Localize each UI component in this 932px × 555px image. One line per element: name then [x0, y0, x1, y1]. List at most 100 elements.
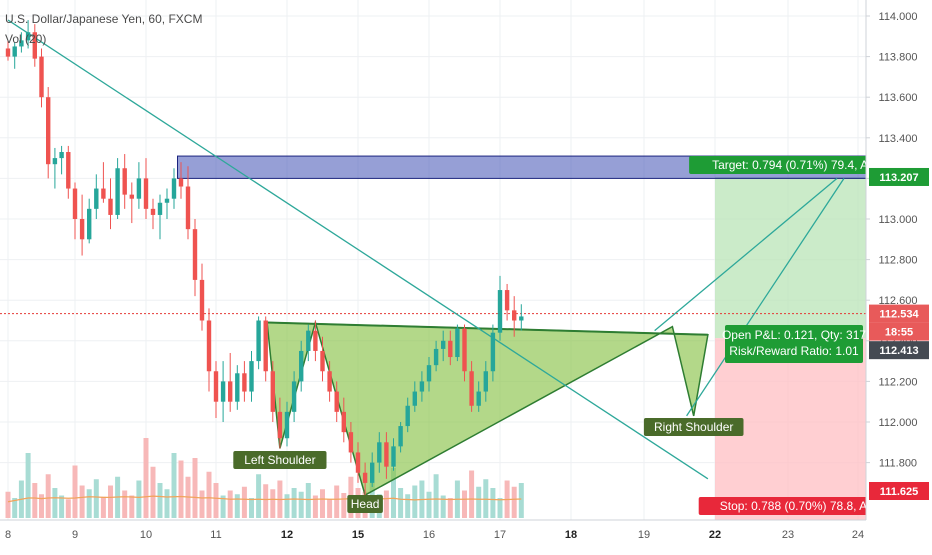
candle-body: [66, 152, 70, 189]
time-tick-label: 9: [72, 529, 78, 541]
entry-price-label-text: 112.413: [879, 345, 918, 357]
candle-body: [73, 189, 77, 219]
volume-bar: [165, 489, 170, 518]
candle-body: [186, 187, 190, 230]
candle-body: [235, 373, 239, 401]
volume-bar: [122, 491, 127, 519]
volume-bar: [80, 486, 85, 519]
volume-bar: [52, 488, 57, 518]
candle-body: [87, 209, 91, 239]
candle-body: [53, 158, 57, 164]
volume-bar: [6, 492, 11, 518]
volume-bar: [94, 479, 99, 518]
volume-bar: [151, 467, 156, 518]
symbol-title: U.S. Dollar/Japanese Yen, 60, FXCM: [5, 12, 202, 26]
candle-body: [370, 463, 374, 483]
candle-body: [13, 46, 17, 56]
volume-bar: [73, 466, 78, 519]
volume-bar: [200, 491, 205, 519]
price-tick-label: 113.000: [879, 214, 918, 226]
candle-body: [398, 426, 402, 446]
volume-bar: [306, 483, 311, 518]
candle-body: [484, 371, 488, 391]
head-and-shoulders-pattern[interactable]: [267, 323, 708, 496]
volume-bar: [476, 487, 481, 518]
stop-price-label-text: 111.625: [880, 486, 919, 498]
right-shoulder-label: Right Shoulder: [644, 418, 744, 436]
candle-body: [271, 371, 275, 412]
volume-bar: [235, 494, 240, 518]
candle-body: [137, 178, 141, 198]
volume-bar: [320, 489, 325, 518]
time-tick-label: 8: [5, 529, 11, 541]
candle-body: [151, 209, 155, 215]
candle-body: [242, 373, 246, 391]
candle-body: [320, 351, 324, 371]
volume-bar: [108, 486, 113, 519]
volume-bar: [263, 484, 268, 518]
candle-body: [80, 219, 84, 239]
candle-body: [165, 199, 169, 203]
candle-body: [469, 371, 473, 406]
candle-body: [123, 168, 127, 194]
candle-body: [256, 321, 260, 362]
candle-body: [94, 189, 98, 209]
time-tick-label: 18: [565, 529, 577, 541]
time-tick-label: 16: [423, 529, 435, 541]
entry-price-label: 112.413: [869, 341, 929, 359]
candle-body: [278, 412, 282, 438]
candle-body: [158, 203, 162, 215]
time-tick-label: 15: [352, 529, 364, 541]
volume-bar: [228, 491, 233, 519]
volume-bar: [398, 488, 403, 518]
head-label-text: Head: [351, 497, 380, 511]
volume-bar: [519, 483, 524, 518]
volume-bar: [214, 483, 219, 518]
volume-bar: [270, 489, 275, 518]
pnl-text: Open P&L: 0.121, Qty: 317: [722, 328, 866, 342]
current-price-label-text: 112.534: [879, 309, 919, 321]
candle-body: [335, 392, 339, 412]
candle-body: [108, 199, 112, 215]
candle-body: [285, 412, 289, 438]
volume-bar: [207, 472, 212, 518]
candle-body: [498, 290, 502, 333]
candle-body: [434, 349, 438, 365]
right-shoulder-label-text: Right Shoulder: [654, 420, 733, 434]
pattern-fill[interactable]: [267, 323, 708, 496]
volume-bar: [59, 496, 64, 519]
candle-body: [349, 432, 353, 452]
volume-bar: [292, 488, 297, 518]
candle-body: [342, 412, 346, 432]
time-tick-label: 19: [638, 529, 650, 541]
left-shoulder-label: Left Shoulder: [233, 451, 326, 469]
volume-indicator-label: Vol (20): [5, 32, 46, 46]
volume-bar: [448, 498, 453, 518]
volume-bar: [136, 481, 141, 519]
candle-body: [144, 178, 148, 208]
candle-body: [115, 168, 119, 215]
volume-bar: [483, 479, 488, 518]
target-price-label-text: 113.207: [879, 172, 918, 184]
volume-bar: [256, 474, 261, 518]
time-tick-label: 23: [782, 529, 794, 541]
price-tick-label: 111.800: [879, 458, 917, 470]
candle-body: [363, 473, 367, 483]
candle-body: [327, 371, 331, 391]
candle-body: [193, 229, 197, 280]
candle-body: [356, 452, 360, 472]
time-tick-label: 12: [281, 529, 293, 541]
candle-body: [519, 316, 523, 320]
candle-body: [413, 392, 417, 406]
candle-body: [377, 442, 381, 462]
volume-bar: [469, 471, 474, 519]
candle-body: [491, 333, 495, 372]
price-tick-label: 112.200: [879, 376, 918, 388]
countdown-label-text: 18:55: [885, 327, 913, 339]
volume-bar: [285, 494, 290, 518]
volume-bar: [412, 486, 417, 519]
candle-body: [207, 321, 211, 372]
candle-body: [200, 280, 204, 321]
